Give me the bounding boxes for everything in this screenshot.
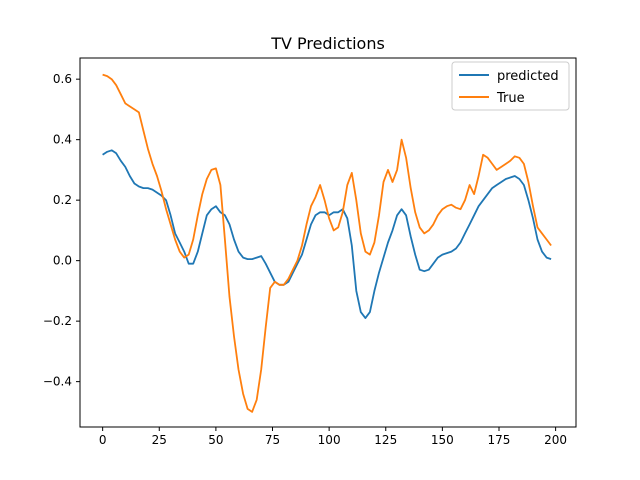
chart-title: TV Predictions — [270, 34, 385, 53]
y-tick-label: 0.0 — [53, 254, 72, 268]
x-tick-label: 200 — [544, 433, 567, 447]
x-tick-label: 150 — [431, 433, 454, 447]
axes: 0 25 50 75 100 125 150 175 200 −0.4 −0.2 0.0 0.2 0.4 0… — [43, 57, 577, 447]
y-tick-label: 0.6 — [53, 72, 72, 86]
legend: predicted True — [451, 61, 570, 111]
axes-frame — [79, 57, 577, 428]
series-line-predicted — [102, 149, 552, 320]
legend-label-predicted: predicted — [497, 69, 559, 84]
x-tick-label: 0 — [99, 433, 107, 447]
y-tick-label: −0.4 — [43, 375, 72, 389]
x-tick-label: 75 — [265, 433, 280, 447]
x-tick-label: 125 — [374, 433, 397, 447]
legend-label-true: True — [496, 91, 525, 106]
y-tick-label: −0.2 — [43, 314, 72, 328]
series-line-true — [102, 73, 552, 413]
y-tick-label: 0.4 — [53, 133, 72, 147]
x-tick-label: 100 — [318, 433, 341, 447]
plot-area — [102, 73, 552, 413]
x-tick-label: 25 — [152, 433, 167, 447]
y-tick-label: 0.2 — [53, 193, 72, 207]
x-tick-label: 175 — [488, 433, 511, 447]
x-tick-label: 50 — [208, 433, 223, 447]
